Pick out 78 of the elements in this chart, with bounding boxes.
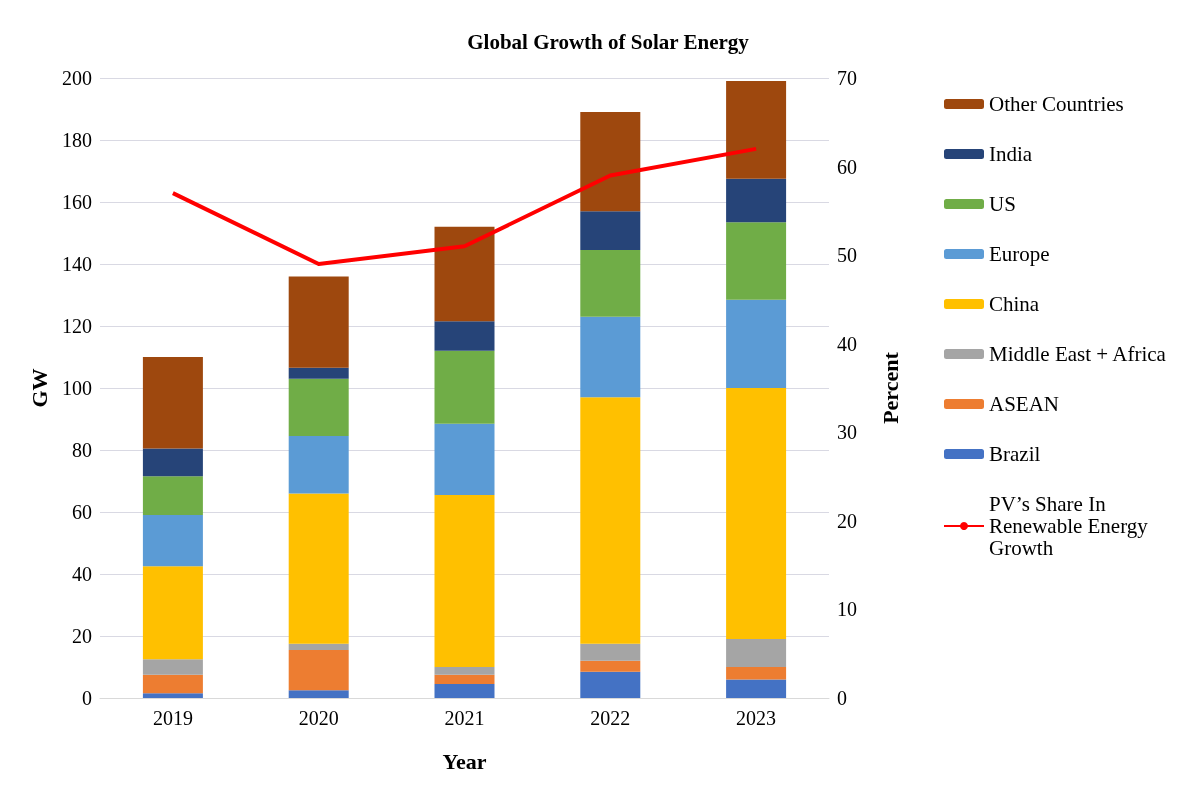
bar [580,397,641,644]
bar [142,476,203,516]
bar [434,423,495,495]
bar [580,112,641,212]
y-tick-label: 80 [72,439,92,461]
bar [434,684,495,698]
bar [434,226,495,322]
legend-label: PV’s Share In Renewable Energy Growth [989,492,1154,560]
y-tick-label: 60 [72,501,92,523]
y2-tick-label: 0 [837,687,847,709]
bar [142,674,203,694]
chart-title: Global Growth of Solar Energy [467,29,750,54]
bar [288,378,349,437]
bar [434,674,495,685]
bar [580,671,641,698]
x-axis-title: Year [442,748,487,774]
bar [726,299,787,388]
bar [142,515,203,567]
bar [142,448,203,477]
line-series [170,146,759,266]
bar [288,649,349,691]
bar [726,388,787,640]
y2-tick-label: 10 [837,598,857,621]
legend-label: Brazil [989,442,1041,466]
bar [726,222,787,300]
x-tick-label: 2020 [298,707,339,729]
bar [288,276,349,368]
y2-tick-label: 40 [837,332,857,355]
bar [726,178,787,223]
bar [288,367,349,379]
y2-axis-title: Percent [877,351,903,424]
x-tick-label: 2019 [152,707,193,729]
bar [726,639,787,667]
bar [434,350,495,424]
legend-label: India [989,142,1033,166]
bar [580,643,641,661]
y2-tick-label: 50 [837,244,857,267]
y2-tick-label: 20 [837,509,857,532]
x-tick-label: 2022 [590,707,631,729]
bar [580,250,641,317]
bar [142,659,203,675]
legend-label: Middle East + Africa [989,342,1167,366]
bar [580,211,641,251]
bar [580,316,641,398]
bar [726,667,787,680]
x-tick-label: 2021 [444,707,485,729]
bar [288,436,349,494]
bar [142,566,203,660]
bar [434,321,495,351]
y2-tick-label: 30 [837,421,857,444]
y2-tick-label: 70 [837,67,857,89]
bar [288,690,349,698]
y-tick-label: 120 [62,315,92,337]
bar [580,660,641,672]
y-tick-label: 200 [62,67,92,89]
y-tick-label: 140 [62,253,92,275]
bar [434,494,495,667]
bar [726,81,787,179]
bar [142,357,203,449]
legend-label: Other Countries [989,92,1124,116]
legend-label: ASEAN [989,392,1060,416]
y-tick-label: 0 [82,687,92,709]
bar [288,493,349,644]
y-tick-label: 100 [62,377,92,399]
y-tick-label: 20 [72,625,92,647]
y-tick-label: 180 [62,129,92,151]
y-tick-label: 40 [72,563,92,585]
y2-tick-label: 60 [837,155,857,178]
legend-label: China [989,292,1040,316]
x-tick-label: 2023 [736,707,777,729]
y-tick-label: 160 [62,191,92,213]
legend-label: Europe [989,242,1050,266]
y-axis-title: GW [26,368,52,408]
bar [288,643,349,650]
bar [142,693,203,698]
legend-label: US [989,192,1016,216]
bar [434,667,495,675]
bar [726,679,787,698]
